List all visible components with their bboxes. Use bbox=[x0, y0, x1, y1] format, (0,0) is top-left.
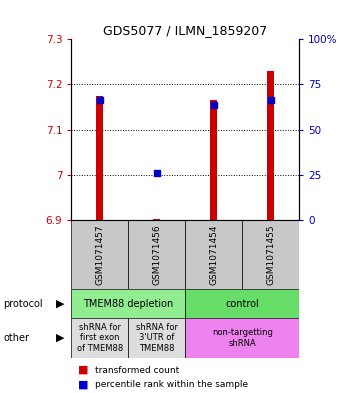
Title: GDS5077 / ILMN_1859207: GDS5077 / ILMN_1859207 bbox=[103, 24, 268, 37]
Text: transformed count: transformed count bbox=[95, 365, 180, 375]
Text: non-targetting
shRNA: non-targetting shRNA bbox=[212, 328, 273, 348]
Bar bbox=[267, 71, 274, 220]
Text: ▶: ▶ bbox=[56, 333, 65, 343]
Bar bbox=[242, 220, 299, 289]
Bar bbox=[129, 220, 185, 289]
Bar bbox=[71, 318, 129, 358]
Text: GSM1071454: GSM1071454 bbox=[209, 224, 218, 285]
Text: ■: ■ bbox=[78, 379, 89, 389]
Bar bbox=[71, 289, 185, 318]
Text: shRNA for
3'UTR of
TMEM88: shRNA for 3'UTR of TMEM88 bbox=[136, 323, 178, 353]
Text: ■: ■ bbox=[78, 365, 89, 375]
Text: GSM1071457: GSM1071457 bbox=[96, 224, 104, 285]
Text: GSM1071456: GSM1071456 bbox=[152, 224, 161, 285]
Text: percentile rank within the sample: percentile rank within the sample bbox=[95, 380, 248, 389]
Text: other: other bbox=[3, 333, 29, 343]
Bar bbox=[153, 219, 160, 220]
Text: control: control bbox=[225, 299, 259, 309]
Text: ▶: ▶ bbox=[56, 299, 65, 309]
Text: protocol: protocol bbox=[3, 299, 43, 309]
Point bbox=[268, 97, 273, 103]
Bar bbox=[185, 318, 299, 358]
Bar bbox=[185, 220, 242, 289]
Text: shRNA for
first exon
of TMEM88: shRNA for first exon of TMEM88 bbox=[77, 323, 123, 353]
Point bbox=[211, 102, 217, 108]
Text: GSM1071455: GSM1071455 bbox=[266, 224, 275, 285]
Point bbox=[97, 97, 103, 103]
Text: TMEM88 depletion: TMEM88 depletion bbox=[83, 299, 173, 309]
Bar bbox=[185, 289, 299, 318]
Bar bbox=[210, 100, 217, 220]
Bar bbox=[97, 96, 103, 220]
Bar bbox=[71, 220, 129, 289]
Bar bbox=[129, 318, 185, 358]
Point bbox=[154, 169, 159, 176]
